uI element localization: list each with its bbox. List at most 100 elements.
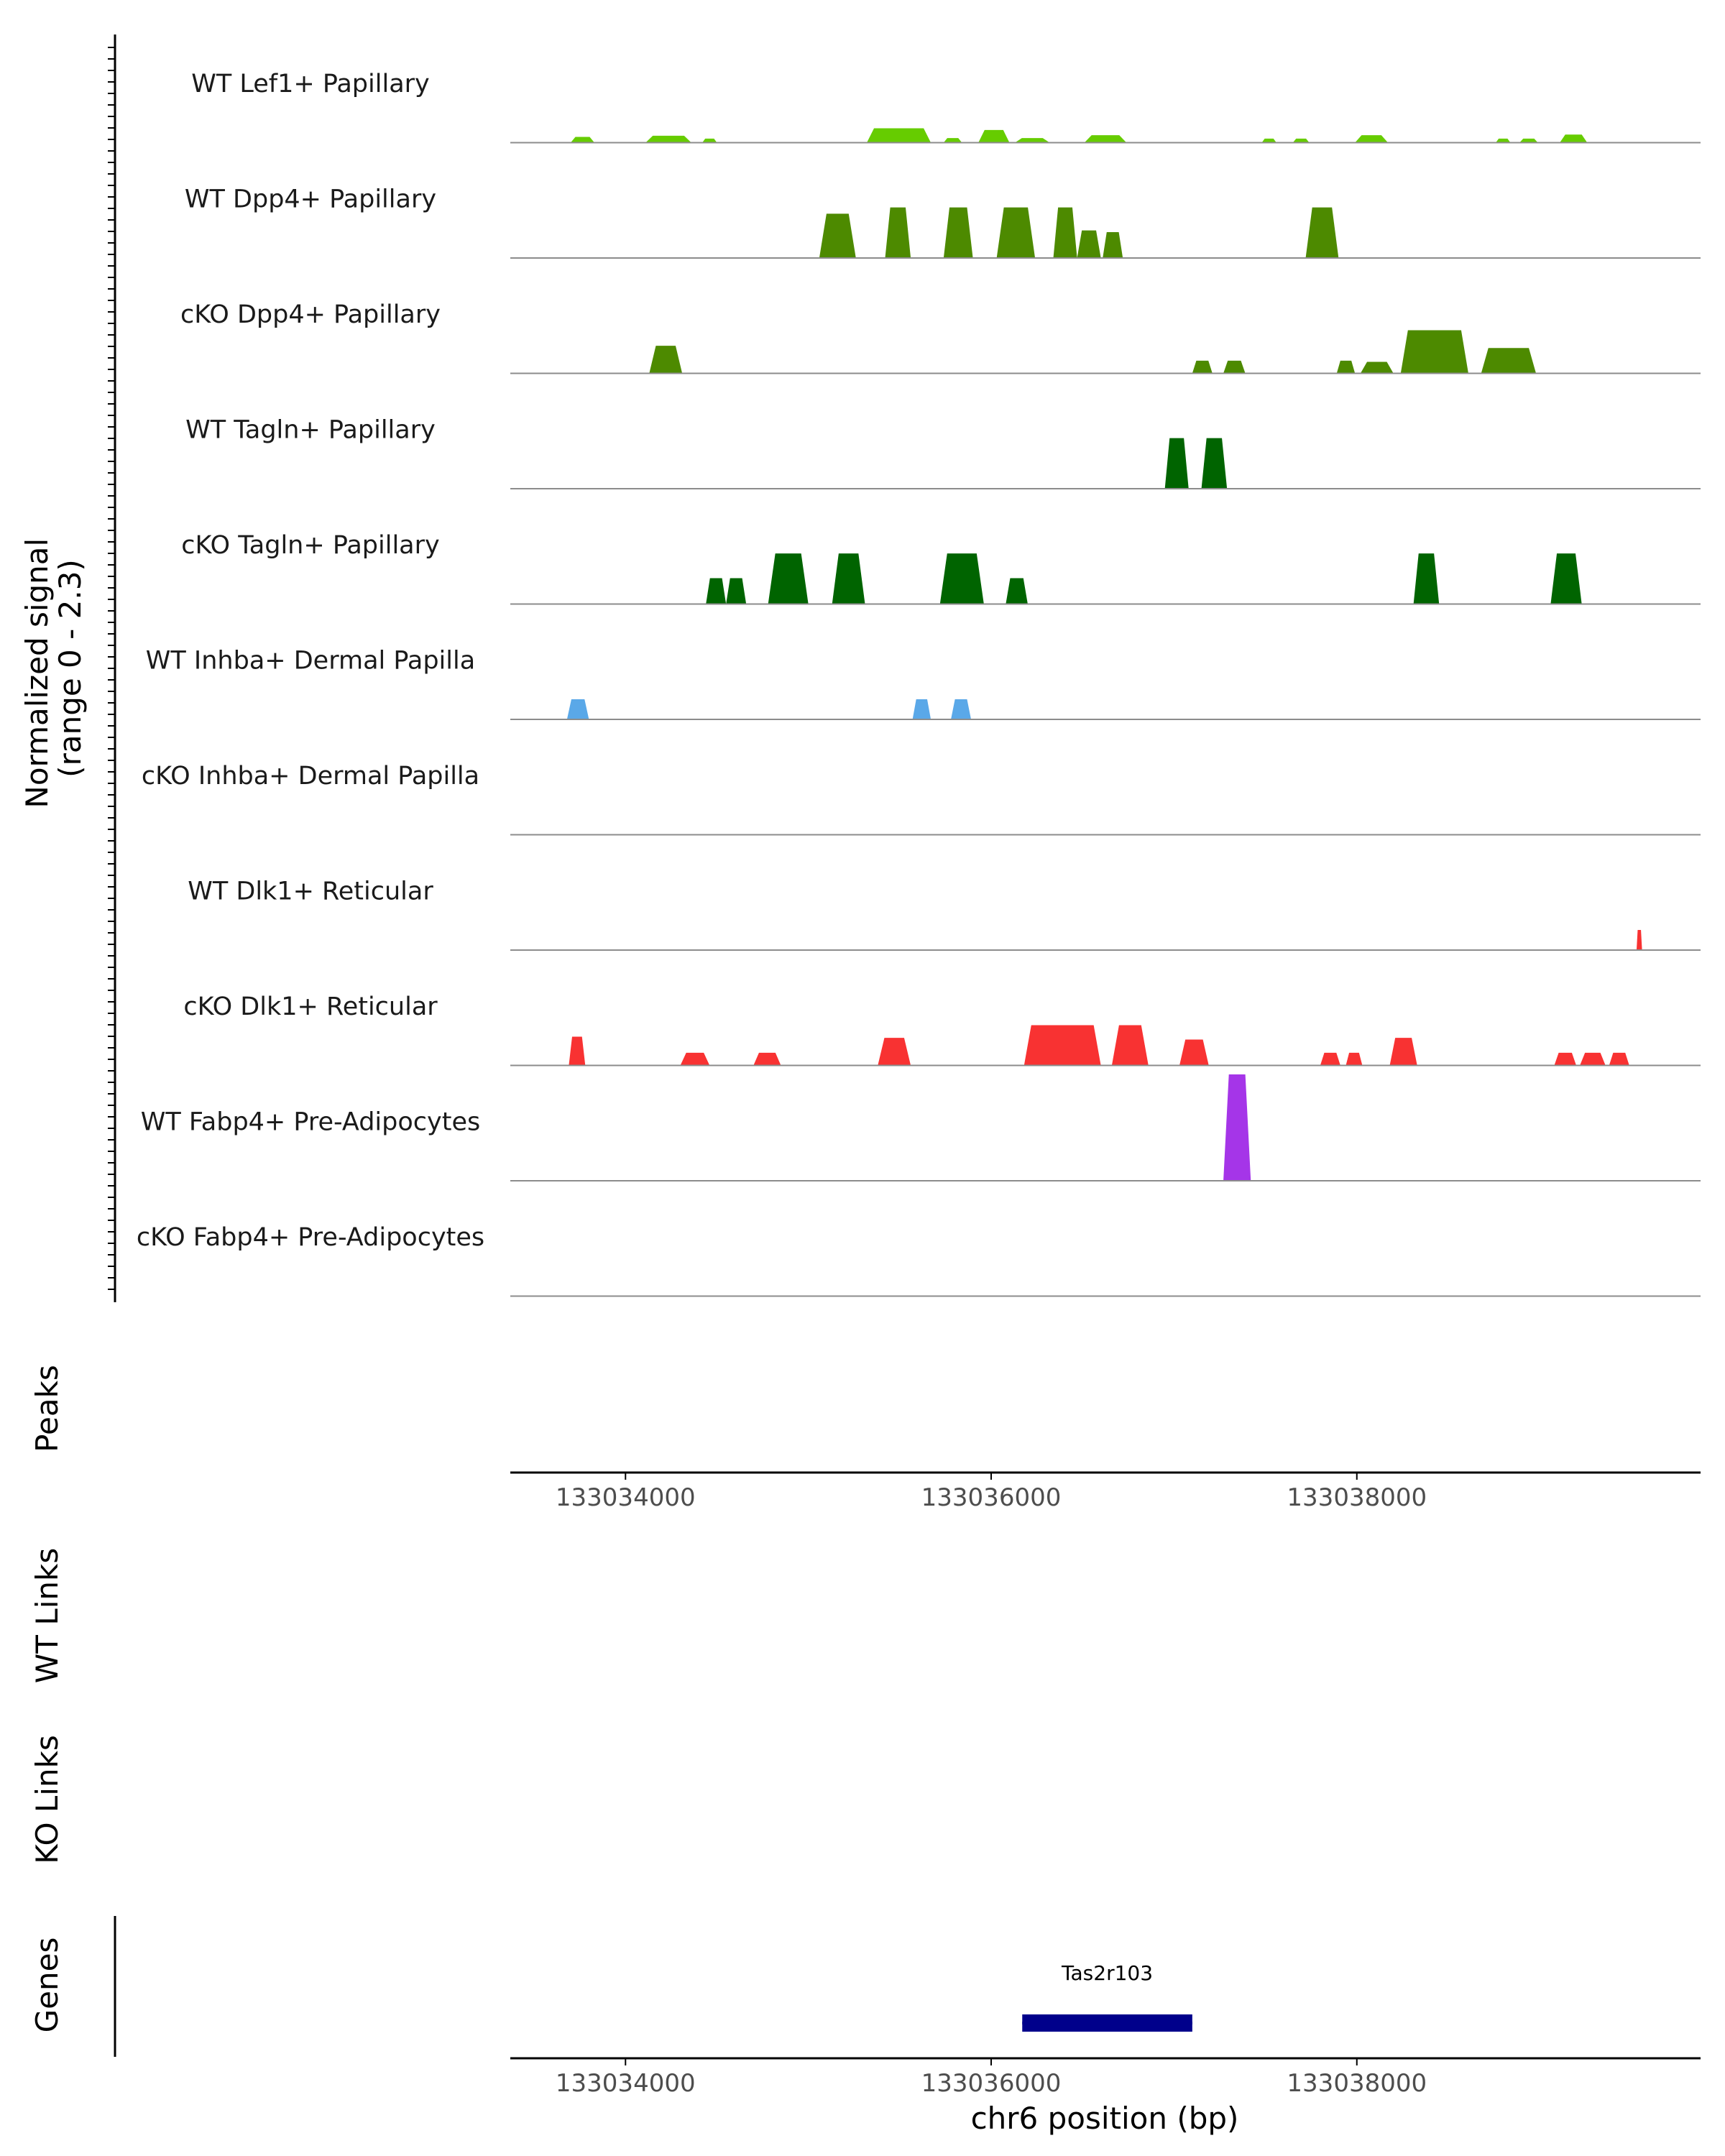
gene-annotations: Tas2r103: [1022, 1961, 1192, 2032]
coverage-peak: [1320, 1052, 1340, 1066]
coverage-peak: [1580, 1052, 1606, 1066]
track-label: cKO Dpp4+ Papillary: [180, 300, 441, 329]
coverage-peak: [1084, 135, 1127, 143]
coverage-y-axis-ticks: [108, 47, 115, 1290]
x-tick-label: 133034000: [556, 1483, 696, 1512]
coverage-peak: [1103, 232, 1123, 258]
coverage-peak: [878, 1038, 911, 1066]
coverage-peak: [1305, 207, 1339, 258]
peaks-x-axis: 133034000 133036000 133038000: [510, 1471, 1701, 1512]
gene-label: Tas2r103: [1061, 1961, 1153, 1985]
coverage-peak: [996, 207, 1036, 258]
track-label: cKO Tagln+ Papillary: [181, 531, 440, 560]
x-tick-label: 133036000: [921, 2069, 1062, 2098]
track: cKO Fabp4+ Pre-Adipocytes: [137, 1223, 1701, 1297]
coverage-peak: [1636, 930, 1642, 950]
coverage-peak: [912, 699, 932, 719]
coverage-y-title: Normalized signal (range 0 - 2.3): [19, 528, 88, 808]
coverage-peak: [1292, 138, 1310, 143]
coverage-peak: [1261, 138, 1276, 143]
coverage-peak: [570, 137, 595, 143]
track-label: cKO Inhba+ Dermal Papilla: [142, 762, 479, 791]
coverage-peak: [702, 138, 717, 143]
peaks-y-title: Peaks: [29, 1365, 65, 1452]
coverage-peak: [753, 1052, 781, 1066]
coverage-peak: [1346, 1052, 1363, 1066]
track: WT Inhba+ Dermal Papilla: [146, 647, 1701, 720]
track: cKO Dpp4+ Papillary: [180, 300, 1701, 374]
x-tick-label: 133038000: [1287, 1483, 1427, 1512]
coverage-peak: [1360, 361, 1394, 374]
coverage-peak: [1015, 138, 1050, 143]
track-label: cKO Dlk1+ Reticular: [183, 992, 438, 1021]
coverage-y-title-line1: Normalized signal: [19, 538, 55, 808]
track: cKO Dlk1+ Reticular: [183, 992, 1701, 1067]
x-axis-title: chr6 position (bp): [971, 2101, 1239, 2136]
coverage-peak: [1413, 553, 1440, 604]
coverage-peak: [1336, 360, 1356, 374]
track-label: WT Dlk1+ Reticular: [188, 877, 433, 906]
coverage-peak: [1400, 330, 1468, 374]
genes-y-title: Genes: [29, 1938, 65, 2033]
coverage-y-title-line2: (range 0 - 2.3): [52, 559, 88, 778]
coverage-peak: [1519, 138, 1538, 143]
coverage-peak: [1560, 134, 1588, 143]
track: cKO Tagln+ Papillary: [181, 531, 1701, 605]
coverage-peak: [978, 129, 1010, 143]
coverage-y-axis: [108, 34, 116, 1302]
coverage-peak: [1192, 360, 1213, 374]
coverage-peak: [680, 1052, 710, 1066]
coverage-peak: [1223, 1074, 1251, 1181]
coverage-peak: [1550, 553, 1582, 604]
coverage-peak: [1223, 360, 1246, 374]
coverage-peak: [832, 553, 865, 604]
coverage-peak: [943, 207, 973, 258]
coverage-peak: [1024, 1025, 1101, 1066]
coverage-peak: [566, 699, 589, 719]
coverage-peak: [706, 578, 727, 604]
track-label: WT Dpp4+ Papillary: [185, 185, 436, 214]
x-tick-label: 133038000: [1287, 2069, 1427, 2098]
coverage-peak: [1006, 578, 1028, 604]
track: WT Lef1+ Papillary: [191, 70, 1701, 144]
track-label: WT Inhba+ Dermal Papilla: [146, 647, 475, 676]
coverage-peak: [1077, 230, 1101, 258]
coverage-peak: [1389, 1038, 1417, 1066]
coverage-peak: [885, 207, 911, 258]
coverage-peak: [1481, 348, 1537, 374]
coverage-peak: [819, 213, 856, 258]
track: WT Tagln+ Papillary: [185, 416, 1701, 489]
coverage-peak: [1609, 1052, 1629, 1066]
coverage-peak: [1053, 207, 1077, 258]
coverage-peak: [1179, 1039, 1209, 1066]
track: cKO Inhba+ Dermal Papilla: [142, 762, 1701, 836]
coverage-peak: [726, 578, 747, 604]
track: WT Fabp4+ Pre-Adipocytes: [141, 1074, 1701, 1181]
coverage-tracks: WT Lef1+ Papillary WT Dpp4+ Papillary cKO …: [137, 70, 1701, 1297]
wt-links-y-title: WT Links: [29, 1548, 65, 1683]
coverage-peak: [1355, 135, 1389, 143]
x-tick-label: 133034000: [556, 2069, 696, 2098]
coverage-peak: [1201, 438, 1228, 489]
coverage-peak: [768, 553, 809, 604]
x-tick-label: 133036000: [921, 1483, 1062, 1512]
coverage-peak: [569, 1036, 586, 1066]
track-label: WT Tagln+ Papillary: [185, 416, 436, 445]
track: WT Dpp4+ Papillary: [185, 185, 1701, 259]
coverage-peak: [943, 138, 962, 143]
coverage-peak: [939, 553, 984, 604]
coverage-peak: [645, 135, 691, 143]
coverage-peak: [867, 128, 932, 143]
track-label: cKO Fabp4+ Pre-Adipocytes: [137, 1223, 484, 1252]
coverage-peak: [1554, 1052, 1577, 1066]
coverage-peak: [1111, 1025, 1149, 1066]
coverage-peak: [951, 699, 972, 719]
coverage-peak: [1164, 438, 1189, 489]
genes-x-axis: 133034000 133036000 133038000: [510, 2057, 1701, 2098]
coverage-peak: [649, 346, 683, 374]
track-label: WT Lef1+ Papillary: [191, 70, 430, 98]
track: WT Dlk1+ Reticular: [188, 877, 1701, 951]
coverage-peak: [1496, 138, 1511, 143]
track-label: WT Fabp4+ Pre-Adipocytes: [141, 1108, 480, 1137]
